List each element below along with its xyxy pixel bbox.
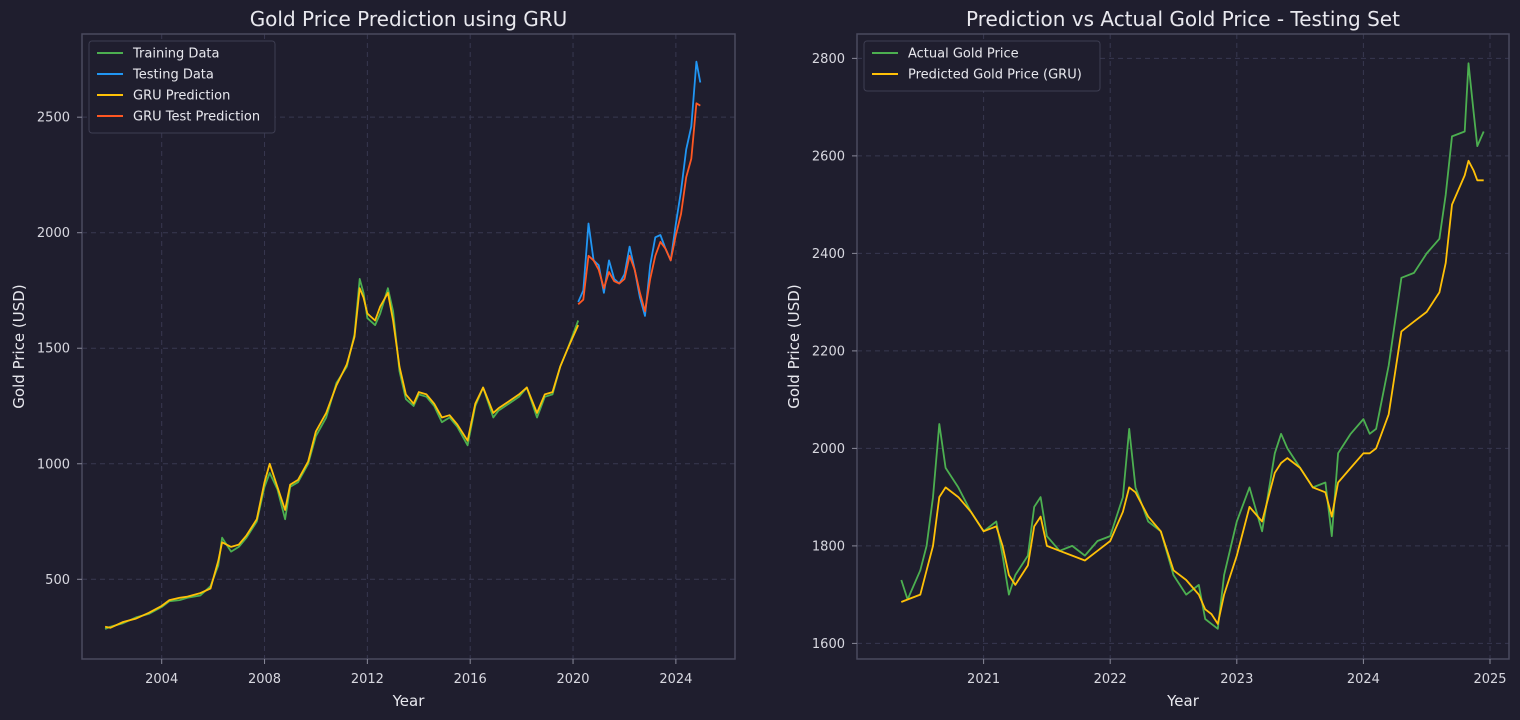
y-tick-label: 2500 — [37, 111, 70, 126]
legend-label: Predicted Gold Price (GRU) — [908, 68, 1082, 83]
x-axis-label: Year — [392, 692, 426, 710]
legend-label: Training Data — [132, 47, 219, 62]
legend-label: Testing Data — [132, 68, 214, 83]
x-tick-label: 2020 — [556, 672, 589, 687]
series-line-predicted-gold-price-gru — [900, 159, 1484, 625]
y-tick-label: 2600 — [812, 149, 845, 164]
plot-frame — [856, 33, 1510, 660]
y-axis-label: Gold Price (USD) — [10, 284, 28, 408]
legend: Actual Gold Price Predicted Gold Price (G… — [863, 40, 1101, 92]
y-tick-label: 2200 — [812, 344, 845, 359]
x-tick-label: 2025 — [1473, 672, 1506, 687]
chart-panel-gru-overview: 2004 2008 2012 2016 2020 2024 500 1000 1500 2000 2… — [10, 7, 736, 710]
plot-area — [82, 34, 735, 659]
y-tick-label: 1800 — [812, 539, 845, 554]
y-tick-label: 2800 — [812, 52, 845, 67]
series-line-gru-prediction — [104, 287, 580, 629]
series-layer — [104, 60, 702, 630]
legend: Training Data Testing Data GRU Prediction G… — [88, 40, 276, 134]
legend-label: GRU Test Prediction — [133, 110, 260, 125]
y-tick-label: 500 — [45, 573, 70, 588]
x-axis-label: Year — [1166, 692, 1200, 710]
grid-lines — [857, 34, 1509, 659]
tick-labels: 2021 2022 2023 2024 2025 1600 1800 2000 2200 2400… — [812, 52, 1507, 687]
legend-box — [88, 40, 276, 134]
y-tick-label: 2400 — [812, 247, 845, 262]
x-tick-label: 2021 — [967, 672, 1000, 687]
y-tick-label: 1500 — [37, 342, 70, 357]
y-tick-label: 2000 — [812, 442, 845, 457]
tick-labels: 2004 2008 2012 2016 2020 2024 500 1000 1500 2000 2… — [37, 111, 693, 687]
series-layer — [900, 62, 1485, 630]
y-tick-label: 1600 — [812, 637, 845, 652]
chart-title: Gold Price Prediction using GRU — [250, 7, 568, 31]
y-tick-label: 2000 — [37, 226, 70, 241]
x-tick-label: 2024 — [659, 672, 692, 687]
plot-frame — [81, 33, 736, 660]
y-axis-label: Gold Price (USD) — [785, 284, 803, 408]
legend-label: Actual Gold Price — [908, 47, 1019, 62]
chart-panel-testing-set: 2021 2022 2023 2024 2025 1600 1800 2000 2200 2400… — [785, 7, 1510, 710]
x-tick-label: 2024 — [1347, 672, 1380, 687]
series-line-testing-data — [577, 60, 702, 317]
x-tick-label: 2012 — [351, 672, 384, 687]
x-tick-label: 2004 — [145, 672, 178, 687]
x-tick-label: 2022 — [1094, 672, 1127, 687]
legend-box — [863, 40, 1101, 92]
series-line-training-data — [104, 277, 580, 630]
x-tick-label: 2016 — [454, 672, 487, 687]
x-tick-label: 2023 — [1220, 672, 1253, 687]
chart-title: Prediction vs Actual Gold Price - Testin… — [966, 7, 1400, 31]
plot-area — [857, 34, 1509, 659]
series-line-gru-test-prediction — [577, 102, 701, 313]
x-tick-label: 2008 — [248, 672, 281, 687]
y-tick-label: 1000 — [37, 457, 70, 472]
legend-label: GRU Prediction — [133, 89, 230, 104]
